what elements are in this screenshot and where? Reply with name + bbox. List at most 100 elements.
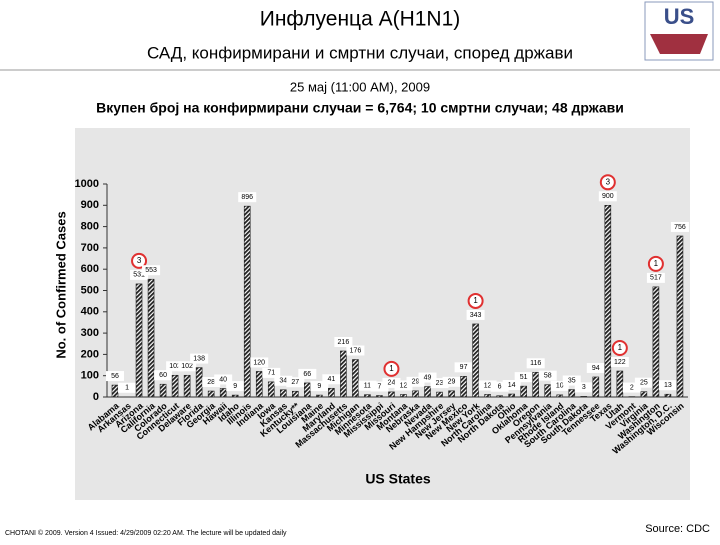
y-axis-label: No. of Confirmed Cases bbox=[53, 211, 68, 358]
death-label: 3 bbox=[137, 256, 142, 265]
source: Source: CDC bbox=[645, 523, 710, 535]
logo: US bbox=[645, 2, 713, 60]
death-label: 1 bbox=[389, 364, 394, 373]
bar bbox=[425, 387, 431, 397]
value-label: 25 bbox=[640, 380, 648, 387]
value-label: 35 bbox=[568, 377, 576, 384]
value-label: 343 bbox=[470, 312, 482, 319]
svg-text:US: US bbox=[664, 4, 695, 29]
death-label: 3 bbox=[606, 177, 611, 186]
y-tick-label: 300 bbox=[81, 327, 99, 339]
value-label: 7 bbox=[377, 383, 381, 390]
value-label: 138 bbox=[193, 355, 205, 362]
bar bbox=[473, 324, 479, 397]
value-label: 71 bbox=[267, 370, 275, 377]
value-label: 2 bbox=[630, 384, 634, 391]
bar bbox=[593, 377, 599, 397]
chart-subtitle: Вкупен број на конфирмирани случаи = 6,7… bbox=[96, 100, 624, 116]
value-label: 40 bbox=[219, 376, 227, 383]
value-label: 27 bbox=[291, 379, 299, 386]
value-label: 896 bbox=[241, 194, 253, 201]
bar bbox=[160, 384, 166, 397]
bar bbox=[461, 376, 467, 397]
bar bbox=[268, 382, 274, 397]
y-tick-label: 900 bbox=[81, 199, 99, 211]
value-label: 176 bbox=[350, 347, 362, 354]
value-label: 9 bbox=[233, 383, 237, 390]
value-label: 60 bbox=[159, 372, 167, 379]
bar bbox=[521, 386, 527, 397]
bar bbox=[184, 375, 190, 397]
value-label: 49 bbox=[424, 374, 432, 381]
bar bbox=[605, 205, 611, 397]
value-label: 28 bbox=[207, 379, 215, 386]
bar bbox=[545, 385, 551, 397]
y-tick-label: 100 bbox=[81, 370, 99, 382]
chart-title: 25 мај (11:00 AM), 2009 bbox=[290, 79, 430, 94]
bar bbox=[196, 368, 202, 397]
value-label: 34 bbox=[279, 378, 287, 385]
bar bbox=[280, 390, 286, 397]
value-label: 12 bbox=[400, 382, 408, 389]
bar bbox=[449, 391, 455, 397]
death-label: 1 bbox=[654, 259, 659, 268]
value-label: 517 bbox=[650, 275, 662, 282]
bar bbox=[304, 383, 310, 397]
bar bbox=[148, 279, 154, 397]
value-label: 41 bbox=[327, 376, 335, 383]
value-label: 66 bbox=[303, 371, 311, 378]
death-label: 1 bbox=[618, 343, 623, 352]
bar bbox=[112, 385, 118, 397]
y-tick-label: 600 bbox=[81, 263, 99, 275]
value-label: 14 bbox=[508, 382, 516, 389]
bar bbox=[352, 360, 358, 397]
value-label: 56 bbox=[111, 373, 119, 380]
slide-subtitle: САД, конфирмирани и смртни случаи, споре… bbox=[147, 43, 573, 62]
bar bbox=[437, 392, 443, 397]
value-label: 51 bbox=[520, 374, 528, 381]
value-label: 216 bbox=[338, 339, 350, 346]
bar bbox=[569, 390, 575, 397]
y-tick-label: 400 bbox=[81, 306, 99, 318]
death-label: 1 bbox=[473, 296, 478, 305]
value-label: 900 bbox=[602, 193, 614, 200]
value-label: 9 bbox=[317, 383, 321, 390]
y-tick-label: 800 bbox=[81, 221, 99, 233]
x-axis-label: US States bbox=[365, 471, 431, 487]
bar bbox=[533, 372, 539, 397]
value-label: 12 bbox=[484, 382, 492, 389]
value-label: 29 bbox=[448, 379, 456, 386]
plot-background bbox=[75, 128, 690, 500]
y-tick-label: 1000 bbox=[75, 178, 99, 190]
y-tick-label: 0 bbox=[93, 391, 99, 403]
bar bbox=[388, 392, 394, 397]
value-label: 122 bbox=[614, 359, 626, 366]
value-label: 116 bbox=[530, 360, 541, 367]
bar bbox=[617, 371, 623, 397]
value-label: 94 bbox=[592, 365, 600, 372]
bar bbox=[340, 351, 346, 397]
value-label: 24 bbox=[388, 380, 396, 387]
value-label: 3 bbox=[582, 384, 586, 391]
bar bbox=[172, 375, 178, 397]
value-label: 13 bbox=[664, 382, 672, 389]
bar bbox=[244, 206, 250, 397]
value-label: 102 bbox=[181, 363, 193, 370]
bar bbox=[292, 391, 298, 397]
value-label: 97 bbox=[460, 364, 468, 371]
slide-title: Инфлуенца A(H1N1) bbox=[260, 8, 461, 31]
bar bbox=[256, 371, 262, 397]
value-label: 29 bbox=[412, 379, 420, 386]
value-label: 1 bbox=[125, 385, 129, 392]
bar bbox=[413, 391, 419, 397]
y-tick-label: 200 bbox=[81, 348, 99, 360]
y-tick-label: 500 bbox=[81, 284, 99, 296]
value-label: 58 bbox=[544, 372, 552, 379]
y-tick-label: 700 bbox=[81, 242, 99, 254]
value-label: 553 bbox=[145, 267, 157, 274]
bar bbox=[641, 392, 647, 397]
value-label: 120 bbox=[253, 359, 265, 366]
bar bbox=[677, 236, 683, 397]
value-label: 10 bbox=[556, 383, 564, 390]
credit: CHOTANI © 2009. Version 4 Issued: 4/29/2… bbox=[5, 529, 287, 537]
